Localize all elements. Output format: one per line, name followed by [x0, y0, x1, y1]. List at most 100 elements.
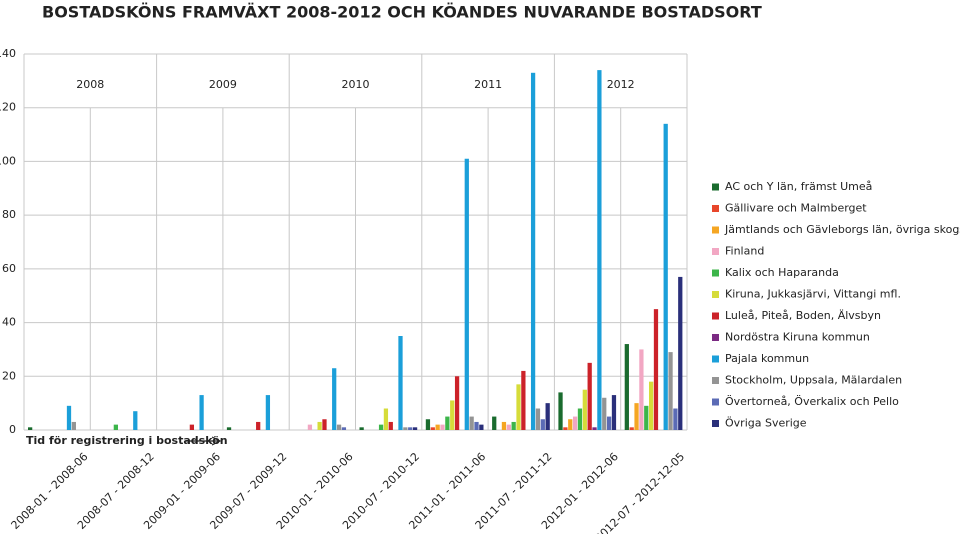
bar: [516, 384, 521, 430]
bar: [540, 419, 545, 430]
legend-swatch: [712, 377, 719, 384]
bar: [572, 416, 578, 430]
y-tick-label: 20: [2, 369, 16, 382]
bar: [403, 427, 408, 430]
y-tick-label: 100: [0, 154, 16, 167]
legend-label: Gällivare och Malmberget: [725, 202, 867, 215]
bar: [408, 427, 413, 430]
bar: [624, 344, 629, 430]
bar: [558, 392, 563, 430]
chart-title: BOSTADSKÖNS FRAMVÄXT 2008-2012 OCH KÖAND…: [42, 3, 762, 22]
bar: [412, 427, 418, 430]
bar: [474, 421, 479, 430]
y-tick-label: 0: [9, 423, 16, 436]
bar: [530, 72, 536, 431]
year-label: 2008: [76, 78, 104, 91]
bar: [440, 424, 445, 430]
legend-swatch: [712, 205, 719, 212]
bar: [307, 424, 313, 430]
bar: [388, 421, 393, 430]
bar: [256, 421, 261, 430]
bar: [189, 424, 195, 430]
bar: [435, 424, 440, 430]
year-label: 2009: [209, 78, 237, 91]
bar: [644, 405, 649, 430]
bar: [639, 349, 644, 430]
bar: [199, 395, 204, 430]
x-axis-label: Tid för registrering i bostadskön: [26, 434, 228, 447]
bar: [501, 421, 507, 430]
legend-swatch: [712, 312, 719, 320]
y-tick-label: 140: [0, 47, 16, 60]
bar: [445, 416, 450, 430]
bar: [341, 427, 347, 430]
bar: [653, 309, 659, 430]
bar: [611, 395, 617, 430]
bar: [511, 421, 516, 430]
bar: [113, 424, 118, 430]
bar: [663, 123, 668, 430]
bar: [28, 427, 33, 430]
bar: [425, 419, 431, 430]
bar: [597, 70, 602, 430]
legend-label: Kalix och Haparanda: [725, 266, 839, 279]
bar: [587, 362, 592, 430]
bar: [71, 421, 76, 430]
bar: [568, 419, 573, 430]
bar: [582, 389, 587, 430]
legend-label: Jämtlands och Gävleborgs län, övriga sko…: [724, 223, 960, 236]
legend-swatch: [712, 183, 719, 191]
bar: [629, 427, 634, 430]
bar: [133, 411, 138, 430]
legend-label: Övriga Sverige: [725, 417, 807, 430]
legend-swatch: [712, 420, 719, 427]
bar: [226, 427, 232, 430]
bar: [521, 370, 526, 430]
bar: [592, 427, 597, 430]
bar: [668, 352, 673, 430]
bar: [383, 408, 389, 430]
bar: [430, 427, 435, 430]
bar: [317, 421, 322, 430]
legend-swatch: [712, 269, 719, 277]
bar: [602, 397, 607, 430]
legend-label: AC och Y län, främst Umeå: [725, 180, 872, 193]
bar: [378, 424, 384, 430]
bar: [450, 400, 455, 430]
bar: [563, 427, 568, 430]
bar: [545, 403, 550, 430]
bar: [535, 408, 541, 430]
bar: [322, 419, 327, 430]
bar: [634, 403, 639, 430]
bar: [398, 336, 403, 430]
year-label: 2012: [607, 78, 635, 91]
year-label: 2011: [474, 78, 502, 91]
bar: [606, 416, 612, 430]
legend-label: Finland: [725, 245, 764, 258]
legend-swatch: [712, 398, 719, 406]
legend-label: Nordöstra Kiruna kommun: [725, 331, 870, 344]
bar: [506, 424, 511, 430]
legend-swatch: [712, 226, 719, 234]
y-tick-label: 60: [2, 262, 16, 275]
legend-label: Luleå, Piteå, Boden, Älvsbyn: [725, 309, 881, 322]
bar: [469, 416, 474, 430]
bar: [454, 376, 460, 430]
bar: [479, 424, 484, 430]
legend-swatch: [712, 355, 719, 363]
bar: [464, 158, 469, 430]
legend-label: Pajala kommun: [725, 352, 809, 365]
bar: [648, 381, 654, 430]
bar: [673, 408, 678, 430]
bar: [66, 405, 72, 430]
bar: [678, 276, 683, 430]
legend-label: Stockholm, Uppsala, Mälardalen: [725, 374, 902, 387]
legend-label: Kiruna, Jukkasjärvi, Vittangi mfl.: [725, 288, 901, 301]
y-tick-label: 120: [0, 101, 16, 114]
y-tick-label: 80: [2, 208, 16, 221]
bar: [492, 416, 497, 430]
legend-swatch: [712, 334, 719, 341]
legend-label: Övertorneå, Överkalix och Pello: [725, 395, 899, 408]
arrow-head: [211, 436, 222, 446]
bar: [577, 408, 583, 430]
